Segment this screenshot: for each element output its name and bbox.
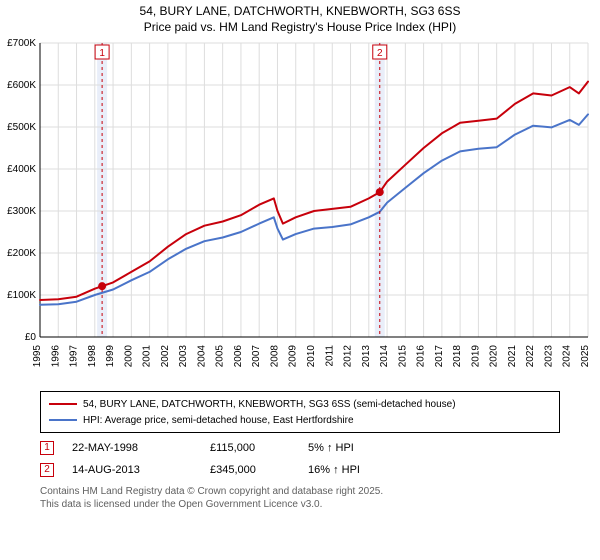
svg-text:2005: 2005: [215, 345, 226, 368]
svg-text:2012: 2012: [343, 345, 354, 368]
svg-text:1: 1: [99, 48, 105, 59]
svg-text:2020: 2020: [489, 345, 500, 368]
svg-text:2019: 2019: [470, 345, 481, 368]
svg-text:£100K: £100K: [7, 290, 36, 301]
event-price: £115,000: [210, 442, 290, 454]
svg-text:£600K: £600K: [7, 80, 36, 91]
svg-text:2016: 2016: [416, 345, 427, 368]
svg-text:£200K: £200K: [7, 248, 36, 259]
svg-text:£0: £0: [25, 332, 37, 343]
event-row: 1 22-MAY-1998 £115,000 5% ↑ HPI: [40, 437, 560, 459]
legend-swatch: [49, 419, 77, 421]
event-price: £345,000: [210, 464, 290, 476]
events-table: 1 22-MAY-1998 £115,000 5% ↑ HPI 2 14-AUG-2013…: [40, 437, 560, 481]
event-delta: 5% ↑ HPI: [308, 442, 418, 454]
footnote-line1: Contains HM Land Registry data © Crown c…: [40, 485, 560, 498]
svg-text:£400K: £400K: [7, 164, 36, 175]
footnote: Contains HM Land Registry data © Crown c…: [40, 485, 560, 511]
svg-text:2014: 2014: [379, 345, 390, 368]
svg-text:2002: 2002: [160, 345, 171, 368]
svg-text:2000: 2000: [123, 345, 134, 368]
title-line1: 54, BURY LANE, DATCHWORTH, KNEBWORTH, SG…: [0, 4, 600, 20]
svg-text:£700K: £700K: [7, 38, 36, 49]
event-date: 14-AUG-2013: [72, 464, 192, 476]
svg-text:2023: 2023: [543, 345, 554, 368]
legend: 54, BURY LANE, DATCHWORTH, KNEBWORTH, SG…: [40, 391, 560, 433]
chart-title: 54, BURY LANE, DATCHWORTH, KNEBWORTH, SG…: [0, 0, 600, 35]
footnote-line2: This data is licensed under the Open Gov…: [40, 498, 560, 511]
svg-text:1998: 1998: [87, 345, 98, 368]
svg-text:2003: 2003: [178, 345, 189, 368]
svg-text:2011: 2011: [324, 345, 335, 367]
svg-text:2017: 2017: [434, 345, 445, 368]
svg-text:2022: 2022: [525, 345, 536, 368]
event-marker: 2: [40, 463, 54, 477]
event-marker: 1: [40, 441, 54, 455]
svg-text:2010: 2010: [306, 345, 317, 368]
svg-text:£500K: £500K: [7, 122, 36, 133]
legend-label: HPI: Average price, semi-detached house,…: [83, 415, 354, 426]
legend-item: HPI: Average price, semi-detached house,…: [49, 412, 551, 428]
legend-swatch: [49, 403, 77, 405]
svg-text:2013: 2013: [361, 345, 372, 368]
svg-text:2024: 2024: [562, 345, 573, 368]
price-line-chart: £0 £100K £200K £300K £400K £500K £600K £700K 199…: [0, 35, 600, 385]
svg-text:2021: 2021: [507, 345, 518, 368]
svg-text:1997: 1997: [69, 345, 80, 368]
svg-text:2007: 2007: [251, 345, 262, 368]
svg-text:2006: 2006: [233, 345, 244, 368]
event-delta: 16% ↑ HPI: [308, 464, 418, 476]
legend-item: 54, BURY LANE, DATCHWORTH, KNEBWORTH, SG…: [49, 396, 551, 412]
svg-text:2008: 2008: [269, 345, 280, 368]
svg-text:1999: 1999: [105, 345, 116, 368]
svg-text:1996: 1996: [50, 345, 61, 368]
svg-text:2001: 2001: [142, 345, 153, 368]
event-row: 2 14-AUG-2013 £345,000 16% ↑ HPI: [40, 459, 560, 481]
chart-area: £0 £100K £200K £300K £400K £500K £600K £700K 199…: [0, 35, 600, 385]
svg-text:1995: 1995: [32, 345, 43, 368]
title-line2: Price paid vs. HM Land Registry's House …: [0, 20, 600, 36]
svg-text:2004: 2004: [196, 345, 207, 368]
svg-text:2: 2: [377, 48, 383, 59]
svg-text:2015: 2015: [397, 345, 408, 368]
svg-text:2009: 2009: [288, 345, 299, 368]
svg-text:£300K: £300K: [7, 206, 36, 217]
svg-text:2025: 2025: [580, 345, 591, 368]
svg-text:2018: 2018: [452, 345, 463, 368]
legend-label: 54, BURY LANE, DATCHWORTH, KNEBWORTH, SG…: [83, 399, 456, 410]
event-date: 22-MAY-1998: [72, 442, 192, 454]
